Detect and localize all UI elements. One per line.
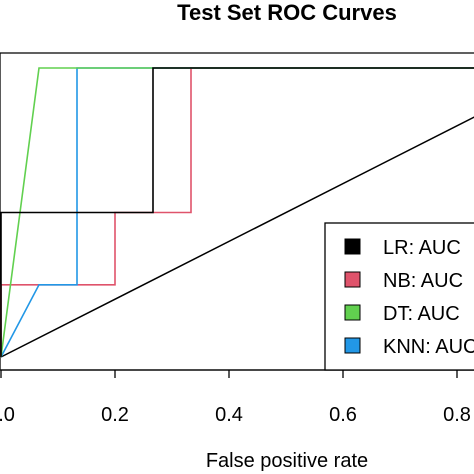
legend-swatch-knn — [344, 337, 361, 354]
chart-title: Test Set ROC Curves — [177, 0, 397, 25]
legend-label-knn: KNN: AUC — [383, 336, 474, 358]
legend-swatch-nb — [344, 271, 361, 288]
x-axis-label: False positive rate — [206, 450, 368, 472]
x-tick-label: 0.0 — [0, 404, 15, 426]
legend-label-dt: DT: AUC — [383, 303, 460, 325]
x-tick-label: 0.4 — [215, 404, 243, 426]
legend-label-lr: LR: AUC — [383, 237, 461, 259]
diagonal-reference-line — [0, 116, 474, 358]
x-tick-label: 0.2 — [101, 404, 129, 426]
x-tick-label: 0.8 — [443, 404, 471, 426]
roc-line-lr — [0, 67, 474, 357]
legend-swatch-lr — [344, 238, 361, 255]
x-tick-label: 0.6 — [329, 404, 357, 426]
legend-label-nb: NB: AUC — [383, 270, 463, 292]
legend: LR: AUC NB: AUC DT: AUC KNN: AUC — [324, 222, 474, 371]
legend-swatch-dt — [344, 304, 361, 321]
